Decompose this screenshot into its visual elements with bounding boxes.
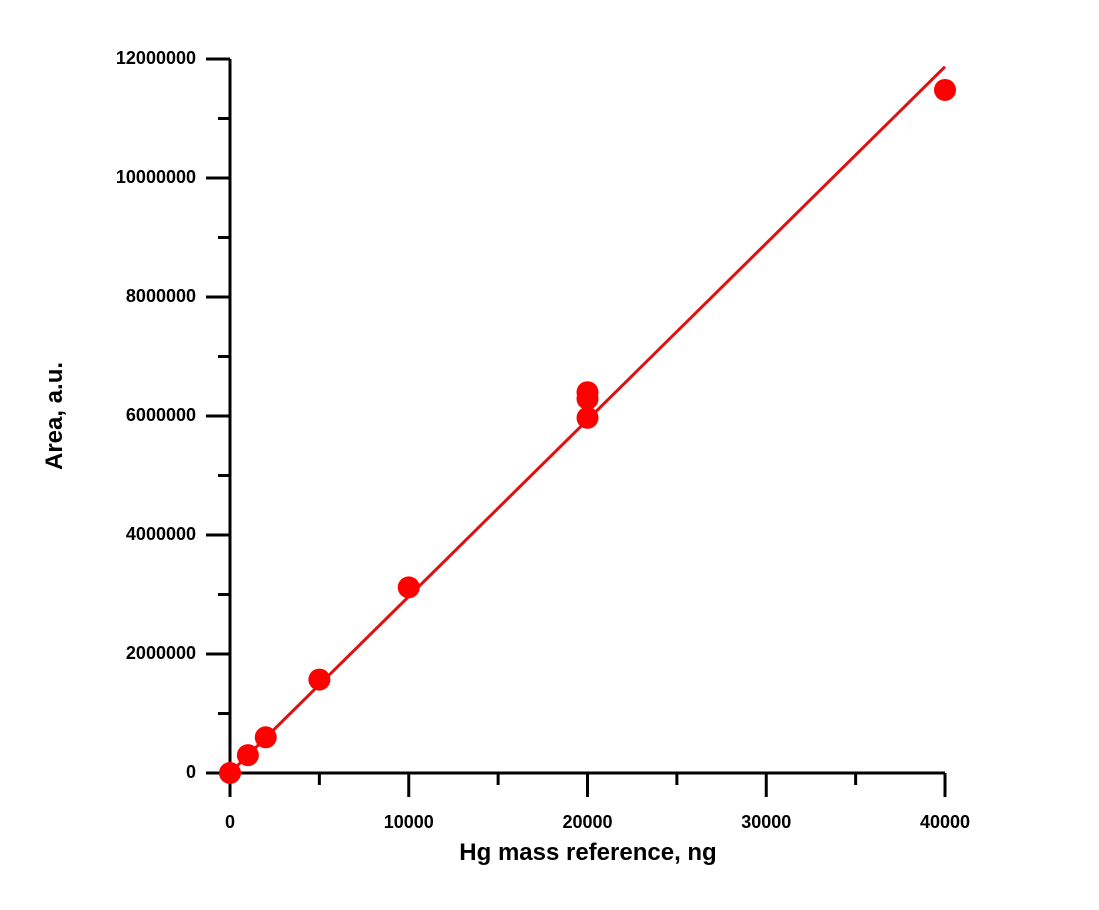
y-tick-label: 6000000 (126, 405, 196, 425)
data-point (934, 78, 956, 101)
x-tick-label: 30000 (741, 812, 791, 832)
data-point (236, 744, 259, 767)
y-tick-label: 0 (186, 762, 196, 782)
x-tick-label: 0 (225, 812, 235, 832)
x-tick-label: 10000 (384, 812, 434, 832)
data-point (254, 726, 277, 749)
data-point (397, 576, 420, 599)
y-tick-label: 8000000 (126, 286, 196, 306)
y-tick-label: 4000000 (126, 524, 196, 544)
data-point (219, 762, 241, 784)
y-tick-label: 12000000 (116, 48, 196, 68)
data-point (576, 387, 599, 410)
data-point (308, 668, 331, 691)
y-axis-label: Area, a.u. (41, 362, 68, 470)
x-tick-label: 40000 (920, 812, 970, 832)
x-axis-label: Hg mass reference, ng (459, 839, 716, 866)
y-tick-label: 10000000 (116, 167, 196, 187)
y-tick-label: 2000000 (126, 643, 196, 663)
data-point (576, 406, 599, 429)
x-tick-label: 20000 (562, 812, 612, 832)
